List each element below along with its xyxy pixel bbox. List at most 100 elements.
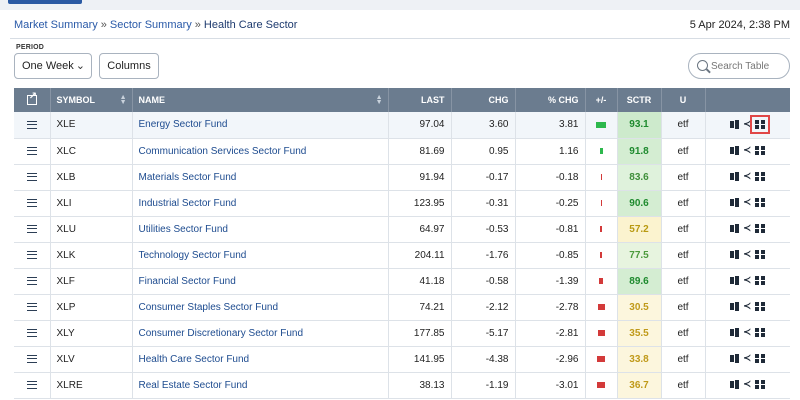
menu-icon[interactable] xyxy=(26,146,37,155)
menu-icon[interactable] xyxy=(26,328,37,337)
breadcrumb-sector-summary[interactable]: Sector Summary xyxy=(109,19,192,31)
perfchart-icon[interactable]: ≺ xyxy=(743,353,752,365)
cell-name[interactable]: Real Estate Sector Fund xyxy=(132,372,389,399)
cell-universe: etf xyxy=(661,164,706,191)
candlestick-chart-icon[interactable] xyxy=(730,354,740,364)
perfchart-icon[interactable]: ≺ xyxy=(743,301,752,313)
candlestick-chart-icon[interactable] xyxy=(730,328,740,338)
row-menu[interactable] xyxy=(14,242,51,269)
perfchart-icon[interactable]: ≺ xyxy=(743,327,752,339)
header-chg[interactable]: CHG xyxy=(451,88,516,112)
perfchart-icon[interactable]: ≺ xyxy=(743,379,752,391)
cell-name[interactable]: Health Care Sector Fund xyxy=(132,346,389,373)
grid-view-icon[interactable] xyxy=(755,146,766,156)
row-menu[interactable] xyxy=(14,138,51,165)
table-row[interactable]: XLY Consumer Discretionary Sector Fund 177… xyxy=(14,320,790,347)
table-row[interactable]: XLE Energy Sector Fund 97.04 3.60 3.81 93.1 et… xyxy=(14,112,790,139)
menu-icon[interactable] xyxy=(26,224,37,233)
header-last[interactable]: LAST xyxy=(388,88,452,112)
row-menu[interactable] xyxy=(14,372,51,399)
menu-icon[interactable] xyxy=(26,380,37,389)
table-row[interactable]: XLP Consumer Staples Sector Fund 74.21 -2.1… xyxy=(14,294,790,321)
candlestick-chart-icon[interactable] xyxy=(730,302,740,312)
candlestick-chart-icon[interactable] xyxy=(730,276,740,286)
cell-last: 97.04 xyxy=(388,112,452,139)
menu-icon[interactable] xyxy=(26,198,37,207)
columns-button[interactable]: Columns xyxy=(99,53,159,79)
cell-name[interactable]: Consumer Discretionary Sector Fund xyxy=(132,320,389,347)
grid-view-icon[interactable] xyxy=(755,198,766,208)
candlestick-chart-icon[interactable] xyxy=(730,250,740,260)
perfchart-icon[interactable]: ≺ xyxy=(743,249,752,261)
menu-icon[interactable] xyxy=(26,250,37,259)
grid-view-icon[interactable] xyxy=(755,302,766,312)
table-row[interactable]: XLI Industrial Sector Fund 123.95 -0.31 -0.2… xyxy=(14,190,790,217)
candlestick-chart-icon[interactable] xyxy=(730,380,740,390)
menu-icon[interactable] xyxy=(26,302,37,311)
perfchart-icon[interactable]: ≺ xyxy=(743,275,752,287)
row-menu[interactable] xyxy=(14,164,51,191)
candlestick-chart-icon[interactable] xyxy=(730,120,740,130)
cell-pct-chg: -3.01 xyxy=(515,372,586,399)
cell-chg: -1.76 xyxy=(451,242,516,269)
search-input[interactable] xyxy=(711,58,787,75)
header-name[interactable]: NAME ▲ ▼ xyxy=(132,88,389,112)
perfchart-icon[interactable]: ≺ xyxy=(743,171,752,183)
cell-last: 74.21 xyxy=(388,294,452,321)
table-header-row: SYMBOL▲▼ NAME▲▼ LAST CHG % CHG +/- SCTR … xyxy=(14,88,790,112)
row-menu[interactable] xyxy=(14,268,51,295)
grid-view-icon[interactable] xyxy=(755,250,766,260)
table-row[interactable]: XLB Materials Sector Fund 91.94 -0.17 -0.18 8… xyxy=(14,164,790,191)
cell-symbol: XLV xyxy=(50,346,133,373)
cell-name[interactable]: Technology Sector Fund xyxy=(132,242,389,269)
period-select[interactable]: One Week ⌄ xyxy=(14,53,92,79)
top-nav-button[interactable] xyxy=(8,0,82,4)
external-link-icon[interactable] xyxy=(26,91,37,106)
grid-view-icon[interactable] xyxy=(755,354,766,364)
candlestick-chart-icon[interactable] xyxy=(730,146,740,156)
header-pct-chg[interactable]: % CHG xyxy=(515,88,586,112)
table-row[interactable]: XLF Financial Sector Fund 41.18 -0.58 -1.39 8… xyxy=(14,268,790,295)
grid-view-icon[interactable] xyxy=(755,380,766,390)
row-menu[interactable] xyxy=(14,216,51,243)
menu-icon[interactable] xyxy=(26,120,37,129)
header-u[interactable]: U xyxy=(661,88,706,112)
perfchart-icon[interactable]: ≺ xyxy=(743,145,752,157)
cell-name[interactable]: Utilities Sector Fund xyxy=(132,216,389,243)
grid-view-icon[interactable] xyxy=(755,172,766,182)
perfchart-icon[interactable]: ≺ xyxy=(743,197,752,209)
table-row[interactable]: XLK Technology Sector Fund 204.11 -1.76 -0.8… xyxy=(14,242,790,269)
cell-name[interactable]: Communication Services Sector Fund xyxy=(132,138,389,165)
table-row[interactable]: XLC Communication Services Sector Fund 81.… xyxy=(14,138,790,165)
row-menu[interactable] xyxy=(14,294,51,321)
cell-name[interactable]: Materials Sector Fund xyxy=(132,164,389,191)
perfchart-icon[interactable]: ≺ xyxy=(743,119,752,131)
grid-view-icon[interactable] xyxy=(755,276,766,286)
candlestick-chart-icon[interactable] xyxy=(730,198,740,208)
menu-icon[interactable] xyxy=(26,276,37,285)
cell-name[interactable]: Financial Sector Fund xyxy=(132,268,389,295)
row-menu[interactable] xyxy=(14,112,51,139)
header-sctr[interactable]: SCTR xyxy=(617,88,662,112)
search-box[interactable] xyxy=(688,53,790,79)
cell-name[interactable]: Energy Sector Fund xyxy=(132,112,389,139)
menu-icon[interactable] xyxy=(26,354,37,363)
candlestick-chart-icon[interactable] xyxy=(730,172,740,182)
row-menu[interactable] xyxy=(14,320,51,347)
cell-name[interactable]: Industrial Sector Fund xyxy=(132,190,389,217)
grid-view-icon[interactable] xyxy=(750,115,771,135)
menu-icon[interactable] xyxy=(26,172,37,181)
row-menu[interactable] xyxy=(14,190,51,217)
grid-view-icon[interactable] xyxy=(755,224,766,234)
cell-name[interactable]: Consumer Staples Sector Fund xyxy=(132,294,389,321)
header-symbol[interactable]: SYMBOL ▲ ▼ xyxy=(50,88,133,112)
row-menu[interactable] xyxy=(14,346,51,373)
header-open-new[interactable] xyxy=(14,88,51,112)
table-row[interactable]: XLRE Real Estate Sector Fund 38.13 -1.19 -3.… xyxy=(14,372,790,399)
grid-view-icon[interactable] xyxy=(755,328,766,338)
breadcrumb-market-summary[interactable]: Market Summary xyxy=(14,19,98,31)
table-row[interactable]: XLU Utilities Sector Fund 64.97 -0.53 -0.81 5… xyxy=(14,216,790,243)
perfchart-icon[interactable]: ≺ xyxy=(743,223,752,235)
table-row[interactable]: XLV Health Care Sector Fund 141.95 -4.38 -2.… xyxy=(14,346,790,373)
candlestick-chart-icon[interactable] xyxy=(730,224,740,234)
